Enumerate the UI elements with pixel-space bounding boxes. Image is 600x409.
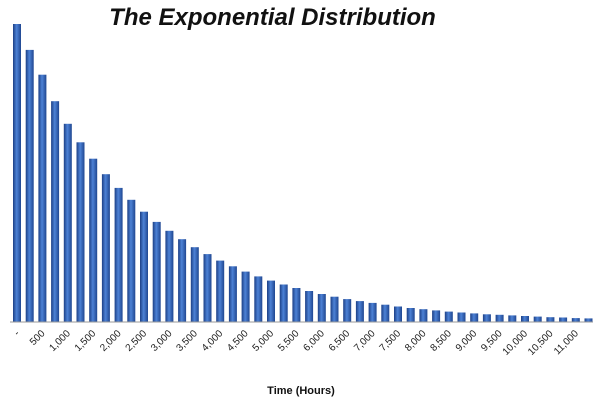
x-tick-label: 4,500 xyxy=(225,328,251,354)
bar-11000 xyxy=(571,318,580,322)
x-axis-title: Time (Hours) xyxy=(267,385,335,397)
x-tick-label: 10,000 xyxy=(501,328,531,358)
x-tick-labels: -500 1,000 1,500 2,000 2,500 3,000 3,500 4,000 4… xyxy=(12,328,581,358)
bar-0 xyxy=(13,24,21,322)
x-tick-label: 7,000 xyxy=(352,328,378,354)
x-tick-label: 6,500 xyxy=(327,328,353,354)
bar-7500 xyxy=(394,306,402,322)
bar-9500 xyxy=(495,314,504,322)
x-tick-label: 2,500 xyxy=(124,328,150,354)
x-tick-label: 3,500 xyxy=(174,328,200,354)
x-tick-label: 11,000 xyxy=(552,328,581,357)
x-tick-label: 3,000 xyxy=(149,328,175,354)
bar-750 xyxy=(51,101,60,322)
bar-6000 xyxy=(317,294,326,322)
bar-5750 xyxy=(305,291,314,322)
bar-2500 xyxy=(140,211,148,322)
x-tick-label: 8,000 xyxy=(403,328,429,354)
bar-8750 xyxy=(457,312,466,322)
bar-3750 xyxy=(203,254,212,322)
x-tick-label: 500 xyxy=(28,328,48,348)
x-tick-label: 7,500 xyxy=(378,328,404,354)
bar-11250 xyxy=(584,318,593,322)
bar-7750 xyxy=(406,308,415,322)
bar-6500 xyxy=(343,299,352,322)
bar-5000 xyxy=(267,280,275,322)
x-tick-label: 10,500 xyxy=(526,328,556,358)
bar-1750 xyxy=(101,174,110,322)
x-tick-label: 1,000 xyxy=(47,328,73,354)
bar-8500 xyxy=(444,311,453,322)
bar-9750 xyxy=(508,315,517,322)
bar-5500 xyxy=(292,288,301,322)
bar-5250 xyxy=(279,284,288,322)
bar-2250 xyxy=(127,199,136,322)
bar-7250 xyxy=(381,304,390,322)
bar-2750 xyxy=(152,221,161,322)
x-tick-label: 6,000 xyxy=(301,328,327,354)
bar-250 xyxy=(25,49,34,323)
bar-1250 xyxy=(76,142,85,322)
bar-3000 xyxy=(165,230,174,322)
bar-2000 xyxy=(114,187,123,322)
bar-1000 xyxy=(63,123,72,322)
bar-500 xyxy=(38,74,47,322)
bar-7000 xyxy=(368,302,377,322)
bar-9000 xyxy=(470,313,479,322)
bar-10500 xyxy=(546,317,555,322)
x-tick-label: 2,000 xyxy=(98,328,124,354)
x-tick-label: 5,500 xyxy=(276,328,302,354)
chart-title: The Exponential Distribution xyxy=(109,4,436,31)
bar-10250 xyxy=(533,316,542,322)
x-tick-label: - xyxy=(12,328,22,338)
x-tick-label: 5,000 xyxy=(251,328,277,354)
bar-6250 xyxy=(330,296,339,322)
bar-8000 xyxy=(419,309,428,322)
bar-4000 xyxy=(216,260,225,322)
bar-6750 xyxy=(355,301,364,322)
bar-1500 xyxy=(89,158,98,322)
bar-4500 xyxy=(241,271,250,322)
bar-3500 xyxy=(190,247,199,322)
bar-9250 xyxy=(482,314,491,322)
bar-10750 xyxy=(559,317,568,322)
x-tick-label: 8,500 xyxy=(428,328,454,354)
bar-8250 xyxy=(432,310,441,322)
bar-4750 xyxy=(254,276,263,322)
bars-group xyxy=(13,24,593,323)
bar-10000 xyxy=(521,316,529,322)
x-tick-label: 9,000 xyxy=(454,328,480,354)
x-tick-label: 4,000 xyxy=(200,328,226,354)
bar-3250 xyxy=(178,239,187,322)
x-tick-label: 1,500 xyxy=(73,328,99,354)
bar-4250 xyxy=(228,266,237,322)
